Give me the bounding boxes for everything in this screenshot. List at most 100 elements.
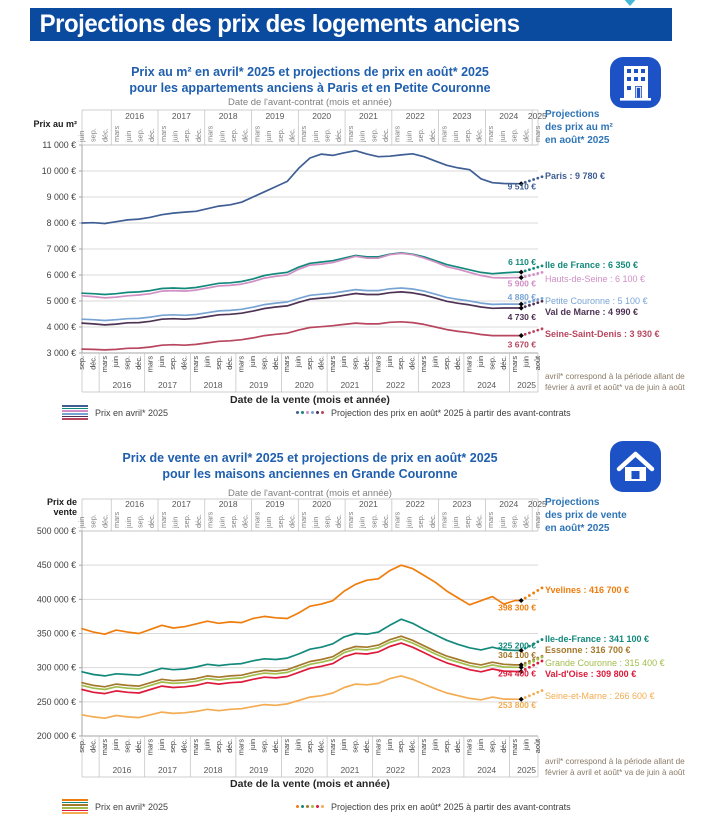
- bottom-axis-month: mars: [237, 739, 246, 756]
- top-axis-month: déc.: [241, 128, 250, 142]
- top-axis-month: sep.: [416, 514, 425, 528]
- bottom-axis-month: déc.: [271, 739, 280, 753]
- bottom-axis-month: sep.: [259, 356, 268, 370]
- end-value-label-seine-saint-denis: 3 670 €: [508, 340, 537, 350]
- projection-dots-seine-et-marne: [523, 689, 544, 699]
- top-axis-month: sep.: [369, 514, 378, 528]
- top-axis-month: déc.: [194, 514, 203, 528]
- top-axis-month: déc.: [100, 514, 109, 528]
- projection-label-hauts-de-seine: Hauts-de-Seine : 6 100 €: [545, 274, 646, 285]
- bottom-axis-month: mars: [145, 356, 154, 373]
- top-axis-title: Date de l'avant-contrat (mois et année): [228, 488, 392, 499]
- scroll-down-arrow-icon[interactable]: [622, 0, 638, 6]
- top-axis-month: déc.: [381, 128, 390, 142]
- bottom-axis-month: sep.: [259, 739, 268, 753]
- top-axis-year: 2025: [528, 111, 547, 121]
- bottom-axis-year: 2016: [112, 765, 131, 775]
- end-value-label-val-d-oise: 294 400 €: [498, 668, 536, 678]
- bottom-axis-year: 2023: [432, 380, 451, 390]
- bottom-axis-month: sep.: [351, 739, 360, 753]
- projection-label-petite-couronne: Petite Couronne : 5 100 €: [545, 296, 648, 307]
- top-axis-month: juin: [264, 517, 273, 529]
- series-line-hauts-de-seine: [81, 252, 523, 299]
- chart2-footnote: avril* correspond à la période allant de…: [545, 757, 685, 777]
- projection-dots-val-de-marne: [523, 299, 544, 309]
- chart2-title: Prix de vente en avril* 2025 et projecti…: [40, 450, 580, 482]
- price-lines-legend-icon: [62, 405, 88, 420]
- bottom-axis-month: déc.: [408, 739, 417, 753]
- bottom-axis-month: sep.: [305, 739, 314, 753]
- top-axis-month: juin: [404, 131, 413, 143]
- top-axis-year: 2016: [125, 499, 144, 509]
- bottom-axis-month: mars: [465, 739, 474, 756]
- y-tick-label: 200 000 €: [37, 731, 76, 741]
- bottom-axis-month: mars: [510, 356, 519, 373]
- bottom-axis-month: sep.: [396, 356, 405, 370]
- bottom-axis-month: déc.: [316, 356, 325, 370]
- top-axis-month: sep.: [182, 514, 191, 528]
- series-line-yvelines: [81, 564, 523, 636]
- y-tick-label: 8 000 €: [47, 218, 76, 228]
- page-banner: Projections des prix des logements ancie…: [30, 8, 672, 41]
- top-axis-month: sep.: [182, 128, 191, 142]
- bottom-axis-month: août: [533, 356, 542, 370]
- top-axis-month: déc.: [521, 514, 530, 528]
- bottom-axis-month: mars: [191, 356, 200, 373]
- bottom-axis-year: 2021: [340, 765, 359, 775]
- chart2-projections-header: Projections des prix de vente en août* 2…: [545, 496, 705, 535]
- top-axis-month: mars: [252, 125, 261, 142]
- bottom-axis-month: mars: [145, 739, 154, 756]
- top-axis-month: mars: [299, 511, 308, 528]
- page-title: Projections des prix des logements ancie…: [39, 10, 520, 38]
- bottom-axis-year: 2024: [477, 765, 496, 775]
- bottom-axis-month: déc.: [316, 739, 325, 753]
- bottom-axis-title: Date de la vente (mois et année): [230, 778, 390, 790]
- top-axis-month: mars: [159, 511, 168, 528]
- top-axis-month: sep.: [323, 514, 332, 528]
- top-axis-year: 2017: [172, 499, 191, 509]
- top-axis-month: déc.: [334, 514, 343, 528]
- top-axis-month: juin: [77, 131, 86, 143]
- chart2-title-line1: Prix de vente en avril* 2025 et projecti…: [122, 451, 498, 465]
- top-axis-month: juin: [311, 131, 320, 143]
- bottom-axis-year: 2021: [340, 380, 359, 390]
- bottom-axis-year: 2016: [112, 380, 131, 390]
- top-axis-month: mars: [486, 125, 495, 142]
- bottom-axis-month: mars: [237, 356, 246, 373]
- projection-dots-legend-icon: [296, 805, 325, 808]
- bottom-axis-month: déc.: [180, 739, 189, 753]
- bottom-axis-month: sep.: [123, 356, 132, 370]
- series-line-ile-de-france: [81, 618, 523, 677]
- top-axis-month: juin: [358, 517, 367, 529]
- bottom-axis-month: sep.: [77, 739, 86, 753]
- projection-label-essonne: Essonne : 316 700 €: [545, 645, 631, 656]
- bottom-axis-month: déc.: [499, 356, 508, 370]
- top-axis-month: sep.: [229, 128, 238, 142]
- top-axis-year: 2020: [312, 111, 331, 121]
- bottom-axis-month: août: [533, 739, 542, 753]
- chart2-legend-dots-label: Projection des prix en août* 2025 à part…: [331, 801, 571, 812]
- projection-label-grande-couronne: Grande Couronne : 315 400 €: [545, 658, 665, 669]
- bottom-axis-month: mars: [328, 739, 337, 756]
- top-axis-month: mars: [439, 511, 448, 528]
- top-axis-year: 2025: [528, 499, 547, 509]
- bottom-axis-month: sep.: [77, 356, 86, 370]
- top-axis-month: sep.: [463, 514, 472, 528]
- top-axis-month: mars: [533, 511, 542, 528]
- projection-label-ile-de-france: Ile-de-France : 341 100 €: [545, 633, 650, 644]
- bottom-axis-month: mars: [373, 739, 382, 756]
- projection-label-val-d-oise: Val-d'Oise : 309 800 €: [545, 668, 637, 679]
- projection-dots-paris: [523, 175, 544, 184]
- projection-dots-seine-saint-denis: [523, 327, 544, 336]
- bottom-axis-year: 2018: [204, 380, 223, 390]
- bottom-axis-year: 2023: [432, 765, 451, 775]
- bottom-axis-month: juin: [476, 739, 485, 751]
- series-end-marker: [518, 269, 524, 275]
- series-line-ile-de-france: [81, 252, 523, 296]
- top-axis-year: 2023: [453, 499, 472, 509]
- building-icon: [610, 57, 661, 108]
- top-axis-month: mars: [112, 125, 121, 142]
- bottom-axis-month: juin: [476, 356, 485, 368]
- bottom-axis-month: sep.: [123, 739, 132, 753]
- top-axis-month: déc.: [147, 128, 156, 142]
